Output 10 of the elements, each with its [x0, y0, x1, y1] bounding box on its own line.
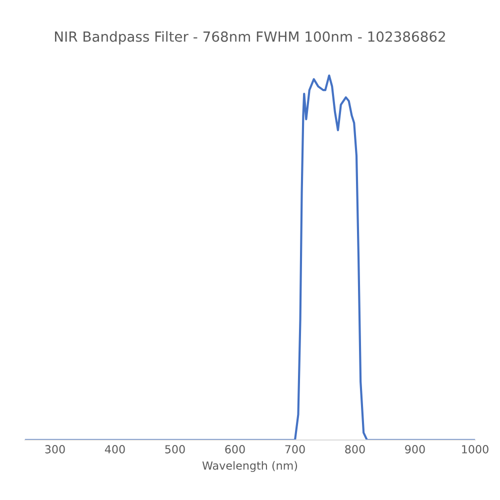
- x-tick-label: 800: [345, 445, 365, 454]
- x-tick-label: 700: [285, 445, 305, 454]
- x-tick-label: 900: [405, 445, 425, 454]
- x-tick-label: 400: [104, 445, 125, 454]
- x-tick-label: 1000: [462, 445, 488, 454]
- x-tick-label: 500: [165, 445, 185, 454]
- chart-title: NIR Bandpass Filter - 768nm FWHM 100nm - 102386862: [55, 31, 445, 45]
- x-tick-label: 300: [45, 445, 65, 454]
- x-axis-title: Wavelength (nm): [202, 461, 298, 472]
- x-tick-label: 600: [225, 445, 245, 454]
